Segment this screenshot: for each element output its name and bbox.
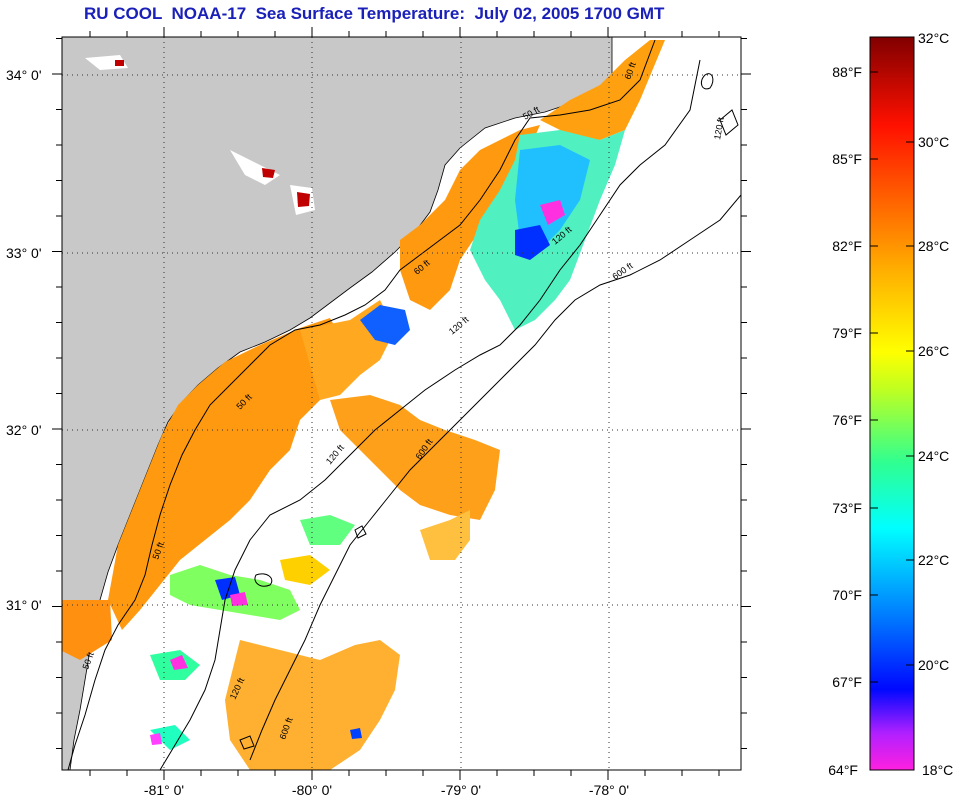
map-frame: [61, 36, 742, 771]
graticule: [62, 37, 741, 770]
f-label: 85°F: [832, 151, 862, 167]
f-label: 67°F: [832, 674, 862, 690]
sst-swath-layer: [62, 40, 665, 770]
colorbar-ticks: [870, 71, 914, 683]
f-label: 88°F: [832, 64, 862, 80]
colorbar-gradient: [869, 36, 915, 771]
lat-label-33: 33° 0': [6, 245, 42, 261]
f-label: 79°F: [832, 325, 862, 341]
c-label: 32°C: [918, 30, 949, 46]
c-label: 26°C: [918, 343, 949, 359]
c-label: 30°C: [918, 134, 949, 150]
map-title: RU COOL NOAA-17 Sea Surface Temperature:…: [84, 4, 665, 23]
f-label: 76°F: [832, 412, 862, 428]
lon-label-79: -79° 0': [441, 782, 481, 798]
lon-label-80: -80° 0': [292, 782, 332, 798]
svg-text:120 ft: 120 ft: [712, 116, 726, 140]
lon-label-81: -81° 0': [144, 782, 184, 798]
f-label: 73°F: [832, 500, 862, 516]
lon-label-78: -78° 0': [589, 782, 629, 798]
c-label: 24°C: [918, 448, 949, 464]
c-label: 20°C: [918, 657, 949, 673]
c-label: 18°C: [922, 762, 953, 778]
lat-label-31: 31° 0': [6, 597, 42, 613]
lat-label-34: 34° 0': [6, 67, 42, 83]
c-label: 28°C: [918, 238, 949, 254]
f-label: 64°F: [828, 762, 858, 778]
lat-label-32: 32° 0': [6, 422, 42, 438]
f-label: 82°F: [832, 238, 862, 254]
axis-ticks: [52, 27, 751, 780]
temperature-colorbar: 88°F 85°F 82°F 79°F 76°F 73°F 70°F 67°F …: [828, 30, 953, 778]
bathymetry-contours: [67, 39, 741, 770]
c-label: 22°C: [918, 552, 949, 568]
f-label: 70°F: [832, 587, 862, 603]
map-plot: 50 ft 60 ft 120 ft 120 ft 600 ft 60 ft 1…: [62, 37, 741, 770]
